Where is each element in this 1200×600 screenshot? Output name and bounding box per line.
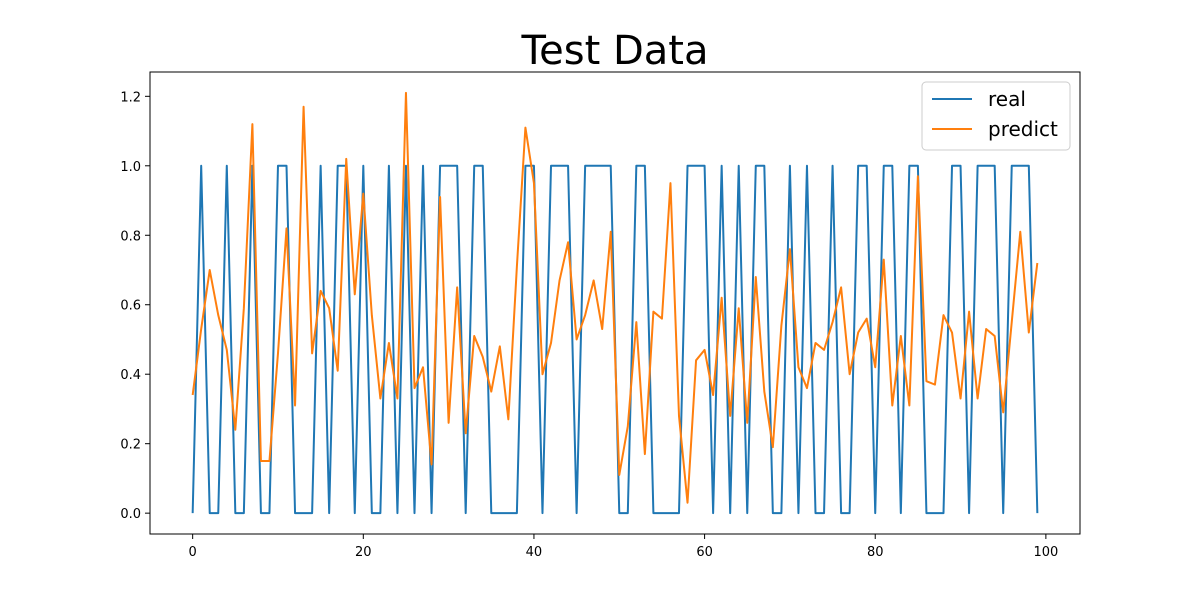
plot-area-frame (149, 71, 1081, 535)
series-line-predict (191, 91, 1039, 504)
x-tick-label: 0 (189, 545, 197, 560)
legend-label-real: real (988, 87, 1026, 111)
legend-label-predict: predict (988, 117, 1058, 141)
y-axis: 0.0 0.2 0.4 0.6 0.8 1.0 1.2 (120, 90, 150, 522)
x-tick-label: 60 (696, 545, 713, 560)
y-tick-label: 0.0 (120, 507, 141, 522)
y-tick-label: 0.2 (120, 438, 141, 453)
x-axis: 0 20 40 60 80 100 (189, 534, 1058, 560)
series-layer (191, 91, 1039, 515)
y-tick-label: 0.4 (120, 368, 141, 383)
y-tick-label: 0.6 (120, 299, 141, 314)
y-tick-label: 0.8 (120, 229, 141, 244)
legend: real predict (921, 81, 1071, 151)
x-tick-label: 40 (526, 545, 543, 560)
x-tick-label: 80 (867, 545, 884, 560)
x-tick-label: 100 (1033, 545, 1058, 560)
y-tick-label: 1.0 (120, 160, 141, 175)
chart-title: Test Data (521, 28, 709, 74)
x-tick-label: 20 (355, 545, 372, 560)
y-tick-label: 1.2 (120, 90, 141, 105)
